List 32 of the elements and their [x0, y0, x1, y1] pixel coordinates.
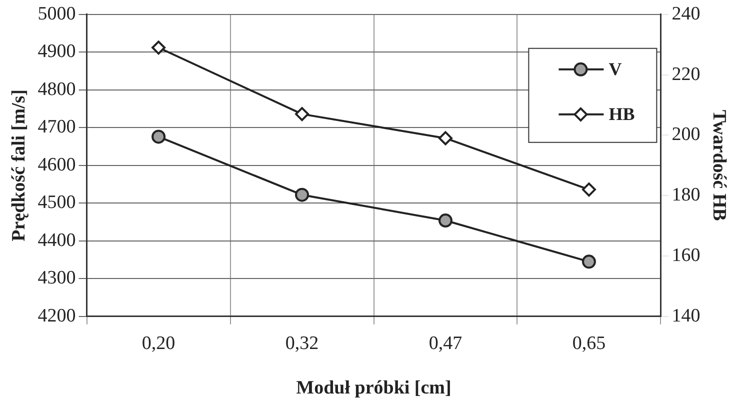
x-axis-title: Moduł próbki [cm] — [296, 378, 452, 399]
y2-axis-title: Twardość HB — [708, 110, 730, 222]
point — [438, 214, 452, 228]
point — [582, 254, 596, 269]
y2-tick-label: 140 — [672, 305, 700, 326]
y-tick-label: 4700 — [38, 116, 76, 138]
y2-tick-label: 160 — [672, 244, 700, 266]
y-tick-label: 4600 — [38, 154, 76, 176]
y-tick-label: 4200 — [38, 305, 76, 326]
legend-label: HB — [608, 104, 635, 124]
y-tick-label: 4300 — [38, 268, 76, 289]
y-axis-title: Prędkość fali [m/s] — [8, 89, 30, 242]
y2-tick-label: 180 — [672, 184, 700, 206]
y2-tick-label: 220 — [672, 64, 700, 85]
point — [152, 130, 166, 144]
y2-tick-label: 240 — [672, 3, 700, 24]
point — [152, 40, 166, 55]
y-tick-label: 4800 — [38, 78, 76, 100]
x-tick-label: 0,32 — [285, 332, 319, 354]
point — [582, 182, 596, 197]
y-tick-label: 4900 — [38, 41, 76, 62]
point — [438, 131, 452, 146]
x-tick-label: 0,20 — [142, 332, 176, 354]
y-tick-label: 4400 — [38, 230, 76, 251]
legend-label: V — [608, 59, 622, 80]
x-tick-label: 0,65 — [572, 332, 606, 354]
x-tick-label: 0,47 — [428, 332, 462, 354]
point — [295, 188, 310, 202]
y-tick-label: 5000 — [38, 3, 76, 24]
y2-tick-label: 200 — [672, 124, 700, 146]
y-tick-label: 4500 — [38, 192, 76, 214]
point — [295, 107, 310, 122]
